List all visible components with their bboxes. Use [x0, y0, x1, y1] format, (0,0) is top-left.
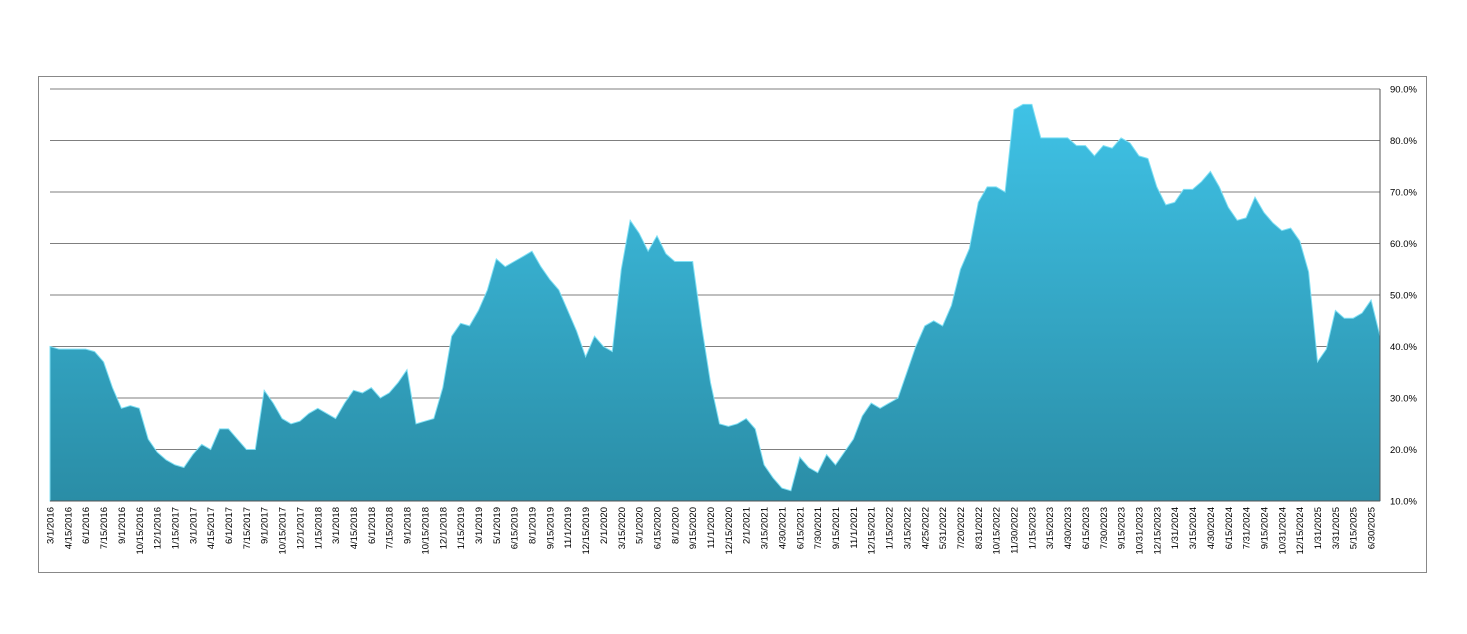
x-tick-label: 7/15/2018 [385, 507, 396, 549]
x-tick-label: 9/15/2023 [1117, 507, 1128, 549]
x-tick-label: 5/31/2022 [938, 507, 949, 549]
x-tick-label: 4/30/2024 [1206, 507, 1217, 549]
x-tick-label: 6/1/2017 [224, 507, 235, 544]
x-tick-label: 5/1/2019 [492, 507, 503, 544]
x-tick-label: 10/31/2023 [1134, 507, 1145, 555]
y-tick-label: 10.0% [1390, 497, 1417, 508]
x-tick-label: 7/31/2024 [1242, 507, 1253, 549]
x-tick-label: 6/15/2019 [510, 507, 521, 549]
area [49, 103, 1381, 502]
x-tick-label: 6/1/2018 [367, 507, 378, 544]
x-tick-label: 1/15/2022 [885, 507, 896, 549]
x-tick-label: 12/15/2021 [867, 507, 878, 555]
x-tick-label: 9/15/2021 [831, 507, 842, 549]
x-tick-label: 6/15/2020 [652, 507, 663, 549]
chart-frame [38, 76, 1427, 573]
x-tick-label: 10/31/2024 [1277, 507, 1288, 555]
x-tick-label: 4/30/2021 [777, 507, 788, 549]
x-tick-label: 11/1/2019 [563, 507, 574, 549]
x-tick-label: 2/1/2020 [599, 507, 610, 544]
x-tick-label: 7/30/2021 [813, 507, 824, 549]
x-tick-label: 12/15/2020 [724, 507, 735, 555]
x-tick-label: 7/30/2023 [1099, 507, 1110, 549]
x-tick-label: 3/15/2020 [617, 507, 628, 549]
x-tick-label: 1/15/2017 [170, 507, 181, 549]
x-tick-label: 3/1/2016 [46, 507, 57, 544]
y-tick-label: 50.0% [1390, 291, 1417, 302]
x-tick-label: 12/15/2023 [1152, 507, 1163, 555]
x-tick-label: 12/15/2019 [581, 507, 592, 555]
x-tick-label: 9/15/2024 [1259, 507, 1270, 549]
x-tick-label: 7/15/2017 [242, 507, 253, 549]
x-tick-label: 6/15/2024 [1224, 507, 1235, 549]
x-tick-label: 8/1/2019 [528, 507, 539, 544]
x-tick-label: 5/15/2025 [1349, 507, 1360, 549]
y-tick-label: 60.0% [1390, 239, 1417, 250]
x-tick-label: 12/1/2018 [438, 507, 449, 549]
x-tick-label: 3/15/2021 [760, 507, 771, 549]
x-tick-label: 9/15/2020 [688, 507, 699, 549]
x-tick-label: 7/20/2022 [956, 507, 967, 549]
x-tick-label: 4/15/2016 [63, 507, 74, 549]
x-tick-label: 11/1/2020 [706, 507, 717, 549]
x-tick-label: 12/1/2016 [153, 507, 164, 549]
y-tick-label: 20.0% [1390, 445, 1417, 456]
y-tick-label: 30.0% [1390, 394, 1417, 405]
y-tick-label: 40.0% [1390, 342, 1417, 353]
x-tick-label: 4/30/2023 [1063, 507, 1074, 549]
x-tick-label: 9/1/2016 [117, 507, 128, 544]
x-tick-label: 10/15/2017 [278, 507, 289, 555]
x-tick-label: 3/1/2018 [331, 507, 342, 544]
x-tick-label: 11/30/2022 [1010, 507, 1021, 554]
x-tick-label: 9/15/2019 [545, 507, 556, 549]
x-tick-label: 10/15/2018 [420, 507, 431, 555]
x-tick-label: 3/15/2023 [1045, 507, 1056, 549]
x-tick-label: 10/15/2022 [992, 507, 1003, 555]
x-tick-label: 12/15/2024 [1295, 507, 1306, 555]
x-tick-label: 4/25/2022 [920, 507, 931, 549]
x-tick-label: 6/1/2016 [81, 507, 92, 544]
x-tick-label: 1/31/2024 [1170, 507, 1181, 549]
x-tick-label: 1/31/2025 [1313, 507, 1324, 549]
x-tick-label: 9/1/2018 [403, 507, 414, 544]
x-tick-label: 2/1/2021 [742, 507, 753, 544]
x-tick-label: 3/1/2017 [188, 507, 199, 544]
x-tick-label: 6/15/2021 [795, 507, 806, 549]
x-tick-label: 3/31/2025 [1331, 507, 1342, 549]
x-tick-label: 1/15/2023 [1027, 507, 1038, 549]
x-tick-label: 5/1/2020 [635, 507, 646, 544]
x-tick-label: 9/1/2017 [260, 507, 271, 544]
x-tick-label: 12/1/2017 [295, 507, 306, 549]
x-tick-label: 10/15/2016 [135, 507, 146, 555]
x-tick-label: 8/1/2020 [670, 507, 681, 544]
x-tick-label: 4/15/2018 [349, 507, 360, 549]
x-tick-label: 8/31/2022 [974, 507, 985, 549]
y-tick-label: 70.0% [1390, 188, 1417, 199]
y-tick-label: 80.0% [1390, 136, 1417, 147]
x-tick-label: 3/15/2024 [1188, 507, 1199, 549]
x-tick-label: 3/15/2022 [902, 507, 913, 549]
x-tick-label: 7/15/2016 [99, 507, 110, 549]
x-tick-label: 3/1/2019 [474, 507, 485, 544]
x-tick-label: 6/30/2025 [1367, 507, 1378, 549]
y-tick-label: 90.0% [1390, 85, 1417, 96]
x-tick-label: 1/15/2019 [456, 507, 467, 549]
x-tick-label: 4/15/2017 [206, 507, 217, 549]
x-tick-label: 6/15/2023 [1081, 507, 1092, 549]
x-tick-label: 1/15/2018 [313, 507, 324, 549]
x-tick-label: 11/1/2021 [849, 507, 860, 549]
